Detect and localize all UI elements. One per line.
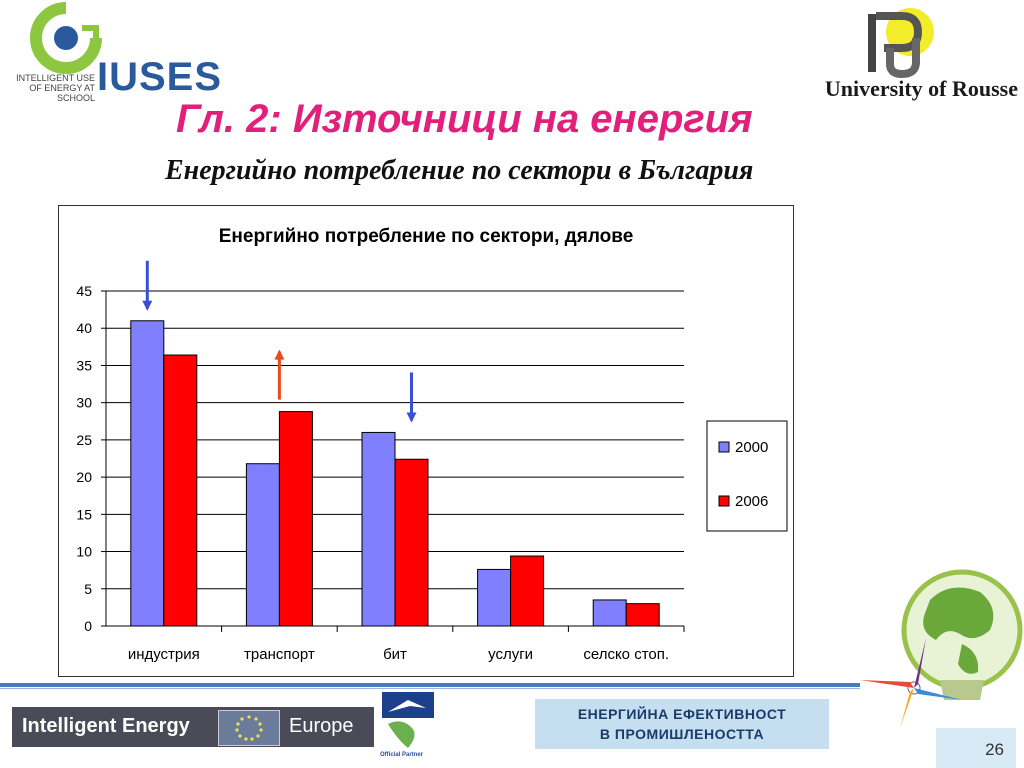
official-partner-logo-icon <box>382 692 434 748</box>
y-tick-label: 10 <box>76 544 92 560</box>
footer-divider <box>0 683 860 687</box>
y-tick-label: 40 <box>76 320 92 336</box>
bar-2000-2 <box>361 431 396 627</box>
y-tick-label: 15 <box>76 506 92 522</box>
bar-2000-3 <box>477 568 512 627</box>
legend-swatch-2000 <box>718 441 730 453</box>
legend-box <box>706 420 788 532</box>
topic-box: ЕНЕРГИЙНА ЕФЕКТИВНОСТ В ПРОМИШЛЕНОСТТА <box>535 699 829 749</box>
y-tick-label: 30 <box>76 395 92 411</box>
trend-arrowhead-icon <box>142 300 153 311</box>
bar-2006-1 <box>278 411 313 627</box>
topic-line-2: В ПРОМИШЛЕНОСТТА <box>599 726 765 742</box>
university-name: University of Rousse <box>824 76 1018 101</box>
legend-label-2000: 2000 <box>735 439 768 456</box>
x-tick-label: услуги <box>488 646 533 663</box>
chart-frame: Енергийно потребление по сектори, дялове… <box>58 205 794 677</box>
university-logo-icon <box>868 8 934 79</box>
trend-arrowhead-icon <box>274 349 285 360</box>
x-tick-label: бит <box>383 646 407 663</box>
slide-subtitle: Енергийно потребление по сектори в Бълга… <box>165 155 754 186</box>
iuses-logo-tagline: INTELLIGENT USE OF ENERGY AT SCHOOL <box>16 73 95 103</box>
official-partner-label: Official Partner <box>380 752 424 758</box>
intelligent-energy-europe-banner: Intelligent Energy Europe <box>12 707 374 747</box>
footer-divider-thin <box>0 688 860 689</box>
program-name-right: Europe <box>289 715 354 737</box>
iuses-logo-mark-icon <box>30 2 102 74</box>
page-number-box: 26 <box>936 728 1016 768</box>
bar-2000-1 <box>245 463 280 627</box>
y-tick-label: 0 <box>84 618 92 634</box>
legend-swatch-2006 <box>718 495 730 507</box>
bar-2006-2 <box>394 458 429 627</box>
bar-chart: 0 5 10 15 20 25 30 35 40 45 индустрия транспорт бит у… <box>76 260 788 663</box>
trend-arrowhead-icon <box>406 412 417 423</box>
y-tick-label: 20 <box>76 469 92 485</box>
y-tick-label: 25 <box>76 432 92 448</box>
bar-2006-0 <box>163 354 198 627</box>
x-tick-label: индустрия <box>128 646 200 663</box>
slide-title: Гл. 2: Източници на енергия <box>176 97 753 141</box>
iuses-logo: IUSES INTELLIGENT USE OF ENERGY AT SCHOO… <box>0 0 230 103</box>
x-tick-label: транспорт <box>244 646 315 663</box>
bar-2006-3 <box>510 555 545 627</box>
eu-flag-icon <box>218 710 280 746</box>
x-tick-label: селско стоп. <box>583 646 669 663</box>
page-number: 26 <box>985 740 1004 759</box>
globe-lightbulb-icon <box>860 569 1023 728</box>
bar-2000-0 <box>130 320 165 627</box>
topic-line-1: ЕНЕРГИЙНА ЕФЕКТИВНОСТ <box>577 706 787 722</box>
program-name-left: Intelligent Energy <box>22 715 190 737</box>
bar-2006-4 <box>625 603 660 627</box>
bar-2000-4 <box>592 599 627 627</box>
y-tick-label: 35 <box>76 357 92 373</box>
y-tick-label: 5 <box>84 581 92 597</box>
chart-title: Енергийно потребление по сектори, дялове <box>218 226 634 247</box>
legend-label-2006: 2006 <box>735 493 768 510</box>
y-tick-label: 45 <box>76 283 92 299</box>
iuses-logo-word: IUSES <box>97 55 223 99</box>
